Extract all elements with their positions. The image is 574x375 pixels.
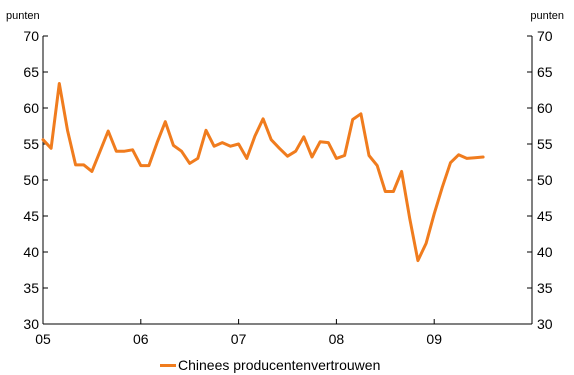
data-point [474, 156, 476, 159]
legend-swatch [160, 363, 176, 367]
data-point [140, 164, 142, 167]
data-point [392, 190, 395, 193]
data-point [409, 218, 411, 220]
y-axis-unit-right: punten [530, 10, 564, 22]
y-axis-unit-left: punten [6, 10, 40, 22]
data-point [294, 150, 297, 152]
data-point [441, 186, 444, 188]
x-tick-label: 06 [133, 331, 149, 347]
data-point [376, 164, 379, 167]
data-point [254, 135, 256, 137]
data-point [66, 129, 69, 132]
data-point [368, 154, 370, 157]
data-point [237, 143, 240, 145]
data-point [42, 138, 44, 141]
data-point [311, 156, 313, 158]
y-tick-label-left: 45 [23, 208, 39, 224]
data-point [205, 129, 207, 132]
data-point [400, 170, 403, 173]
legend: Chinees producentenvertrouwen [160, 357, 380, 373]
data-point [327, 141, 330, 144]
x-tick-label: 07 [231, 331, 247, 347]
data-point [417, 259, 419, 262]
y-tick-label-left: 55 [23, 136, 39, 152]
y-tick-label-right: 70 [537, 28, 553, 44]
y-tick-label-left: 50 [23, 172, 39, 188]
data-point [58, 82, 61, 85]
y-tick-label-left: 30 [23, 316, 39, 332]
y-tick-label-right: 55 [537, 136, 553, 152]
y-tick-label-left: 60 [23, 100, 39, 116]
data-point [180, 150, 183, 152]
y-tick-label-left: 65 [23, 64, 39, 80]
data-point [360, 113, 362, 115]
data-point [148, 164, 150, 167]
y-tick-label-right: 30 [537, 316, 553, 332]
data-point [172, 144, 175, 147]
data-point [91, 170, 93, 173]
y-tick-label-right: 60 [537, 100, 553, 116]
y-tick-label-right: 65 [537, 64, 553, 80]
data-point [262, 118, 264, 120]
data-point [229, 145, 232, 147]
y-tick-label-left: 35 [23, 280, 39, 296]
legend-label: Chinees producentenvertrouwen [178, 357, 381, 373]
series-line [41, 82, 485, 263]
data-point [188, 162, 191, 165]
data-point [303, 136, 305, 138]
data-point [482, 156, 484, 158]
data-point [213, 145, 215, 147]
data-point [156, 141, 158, 144]
data-point [466, 157, 468, 160]
data-point [270, 138, 273, 141]
x-tick-label: 08 [329, 331, 345, 347]
y-tick-label-left: 40 [23, 244, 39, 260]
data-point [433, 213, 436, 215]
data-point [425, 242, 427, 245]
data-point [278, 147, 281, 150]
y-tick-label-right: 50 [537, 172, 553, 188]
data-point [74, 164, 77, 166]
data-point [83, 164, 85, 166]
data-point [343, 154, 346, 157]
data-point [197, 157, 199, 160]
data-point [246, 157, 248, 160]
data-point [221, 141, 224, 144]
data-point [449, 161, 452, 164]
y-tick-label-right: 35 [537, 280, 553, 296]
data-point [123, 150, 126, 152]
data-point [107, 130, 109, 132]
data-point [115, 150, 118, 152]
x-tick-label: 05 [35, 331, 51, 347]
data-point [131, 149, 134, 151]
data-point [319, 141, 321, 143]
data-point [50, 147, 52, 150]
data-point [286, 155, 289, 157]
y-tick-label-left: 70 [23, 28, 39, 44]
x-tick-label: 09 [426, 331, 442, 347]
data-point [335, 157, 338, 160]
y-tick-label-right: 45 [537, 208, 553, 224]
data-point [457, 154, 460, 156]
data-point [164, 120, 167, 123]
data-point [384, 190, 387, 193]
y-tick-label-right: 40 [537, 244, 553, 260]
data-point [351, 118, 354, 121]
data-point [99, 150, 101, 152]
